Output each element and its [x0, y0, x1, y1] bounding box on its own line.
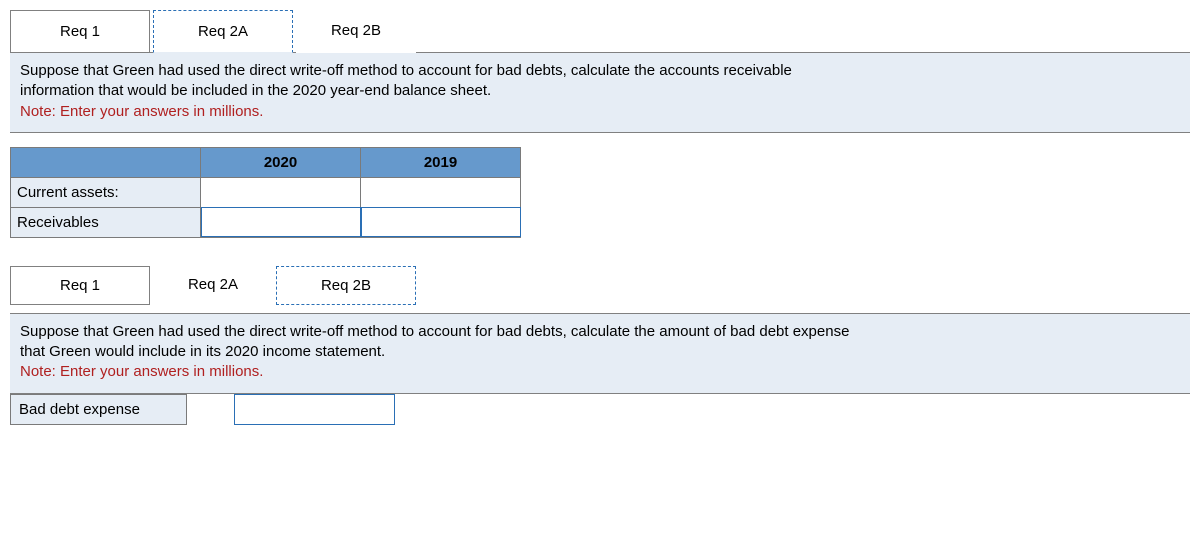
input-receivables-2019[interactable]	[361, 208, 520, 237]
row-label-receivables: Receivables	[11, 207, 201, 237]
col-header-2020: 2020	[201, 147, 361, 177]
tab-req-1[interactable]: Req 1	[10, 10, 150, 53]
tab2-req-2b[interactable]: Req 2B	[276, 266, 416, 305]
instruction-note-1: Note: Enter your answers in millions.	[20, 103, 263, 120]
tab2-req-2a[interactable]: Req 2A	[153, 266, 273, 305]
instruction-box-1: Suppose that Green had used the direct w…	[10, 52, 1190, 133]
instruction-text-2a: Suppose that Green had used the direct w…	[20, 323, 849, 340]
table-corner	[11, 147, 201, 177]
tab2-req-1[interactable]: Req 1	[10, 266, 150, 305]
cell-receivables-2019[interactable]	[361, 207, 521, 237]
instruction-note-2: Note: Enter your answers in millions.	[20, 363, 263, 380]
receivables-table: 2020 2019 Current assets: Receivables	[10, 147, 521, 238]
table-row: Receivables	[11, 207, 521, 237]
cell-bad-debt[interactable]	[235, 394, 395, 424]
table-row: Current assets:	[11, 177, 521, 207]
tab-req-2b[interactable]: Req 2B	[296, 10, 416, 53]
tabs-row-1: Req 1 Req 2A Req 2B	[10, 10, 1190, 53]
bad-debt-table: Bad debt expense	[10, 394, 395, 425]
instruction-text-1b: information that would be included in th…	[20, 82, 491, 99]
input-receivables-2020[interactable]	[201, 208, 360, 237]
instruction-box-2: Suppose that Green had used the direct w…	[10, 313, 1190, 394]
col-header-2019: 2019	[361, 147, 521, 177]
cell-receivables-2020[interactable]	[201, 207, 361, 237]
row-label-bad-debt: Bad debt expense	[11, 394, 187, 424]
instruction-text-2b: that Green would include in its 2020 inc…	[20, 343, 385, 360]
cell-current-assets-2019	[361, 177, 521, 207]
input-bad-debt[interactable]	[235, 395, 394, 424]
tab-req-2a[interactable]: Req 2A	[153, 10, 293, 53]
tabs-row-2: Req 1 Req 2A Req 2B	[10, 266, 1190, 305]
row-label-current-assets: Current assets:	[11, 177, 201, 207]
instruction-text-1a: Suppose that Green had used the direct w…	[20, 62, 792, 79]
spacer	[187, 394, 235, 424]
cell-current-assets-2020	[201, 177, 361, 207]
